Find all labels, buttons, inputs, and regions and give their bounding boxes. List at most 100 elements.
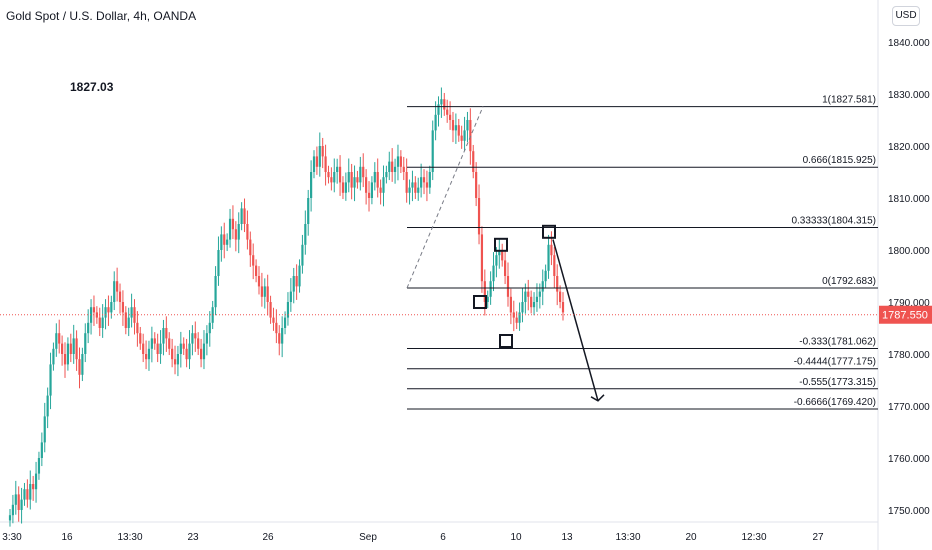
candle-body xyxy=(197,338,200,349)
candle-body xyxy=(295,276,298,287)
candle-body xyxy=(144,354,148,360)
candle-body xyxy=(382,177,385,193)
candle-body xyxy=(431,130,434,172)
candle-body xyxy=(559,291,562,302)
current-price-label: 1787.550 xyxy=(882,310,928,322)
x-tick-label: 23 xyxy=(187,532,199,543)
candle-body xyxy=(434,114,437,131)
candle-body xyxy=(301,244,304,266)
candle-body xyxy=(23,489,26,500)
currency-button[interactable]: USD xyxy=(892,6,920,26)
candle-body xyxy=(228,218,232,240)
candle-body xyxy=(330,177,333,183)
candle-body xyxy=(272,317,275,323)
candle-body xyxy=(118,291,122,302)
candle-body xyxy=(518,312,521,323)
candle-body xyxy=(304,224,307,245)
x-tick-label: 26 xyxy=(262,532,274,543)
candle-body xyxy=(26,489,29,500)
candle-body xyxy=(278,333,281,344)
candle-body xyxy=(321,146,324,157)
y-tick-label: 1830.000 xyxy=(888,90,930,101)
candle-body xyxy=(78,359,81,375)
x-tick-label: 10 xyxy=(510,532,522,543)
candle-body xyxy=(388,161,391,172)
candle-body xyxy=(179,343,182,354)
candle-body xyxy=(52,348,55,365)
candle-body xyxy=(14,494,17,505)
candle-body xyxy=(231,218,235,230)
fib-level-label: -0.555(1773.315) xyxy=(799,377,876,388)
candle-body xyxy=(327,172,330,178)
candle-body xyxy=(359,166,362,183)
candle-body xyxy=(147,348,151,360)
candle-body xyxy=(344,182,347,193)
candle-body xyxy=(254,265,258,276)
x-tick-label: 13:30 xyxy=(615,532,640,543)
candle-body xyxy=(223,234,226,245)
marker-box xyxy=(473,295,487,309)
candle-body xyxy=(220,234,223,250)
candle-body xyxy=(350,172,353,188)
candle-body xyxy=(336,166,339,172)
candle-body xyxy=(515,317,518,323)
candle-body xyxy=(553,255,556,276)
candle-body xyxy=(32,484,35,490)
y-tick-label: 1760.000 xyxy=(888,454,930,465)
candle-body xyxy=(509,296,512,313)
candle-body xyxy=(385,172,388,178)
candle-body xyxy=(249,239,252,256)
candle-body xyxy=(498,250,501,256)
candle-body xyxy=(84,333,87,354)
candle-body xyxy=(298,265,301,287)
candle-body xyxy=(281,328,284,344)
candle-body xyxy=(457,125,460,136)
candle-body xyxy=(367,192,371,198)
candle-body xyxy=(393,166,397,172)
candle-body xyxy=(353,177,356,188)
fib-level-label: -0.4444(1777.175) xyxy=(794,357,876,368)
candle-body xyxy=(11,504,14,516)
candle-body xyxy=(130,307,133,318)
candle-body xyxy=(446,109,449,115)
candle-body xyxy=(20,499,23,510)
candle-body xyxy=(240,208,243,224)
candle-body xyxy=(376,172,379,188)
current-price-tag xyxy=(879,305,932,324)
candle-body xyxy=(257,276,261,287)
candle-body xyxy=(188,343,191,360)
candle-body xyxy=(448,114,452,120)
candle-body xyxy=(58,333,61,344)
candle-body xyxy=(283,317,287,328)
candle-body xyxy=(365,177,368,193)
candle-body xyxy=(463,130,466,141)
candle-body xyxy=(443,99,446,110)
candle-body xyxy=(561,302,565,313)
candle-body xyxy=(405,172,408,193)
candle-body xyxy=(211,307,214,323)
candle-body xyxy=(324,156,327,172)
candle-body xyxy=(524,291,527,302)
candle-body xyxy=(454,125,457,131)
candle-body xyxy=(127,317,130,328)
candle-body xyxy=(87,322,90,334)
candle-body xyxy=(477,198,481,235)
candle-body xyxy=(530,296,533,308)
candle-body xyxy=(75,338,78,360)
candle-body xyxy=(356,177,359,183)
candle-body xyxy=(373,172,376,183)
candle-body xyxy=(411,182,414,188)
candle-body xyxy=(40,442,43,458)
candle-body xyxy=(217,250,220,276)
y-tick-label: 1790.000 xyxy=(888,298,930,309)
candle-body xyxy=(165,328,168,339)
candle-body xyxy=(208,322,211,334)
x-tick-label: 20 xyxy=(685,532,697,543)
candle-body xyxy=(506,276,510,297)
candle-body xyxy=(133,307,136,323)
x-tick-label: 13 xyxy=(561,532,573,543)
candle-body xyxy=(437,104,440,115)
candle-body xyxy=(472,151,475,172)
